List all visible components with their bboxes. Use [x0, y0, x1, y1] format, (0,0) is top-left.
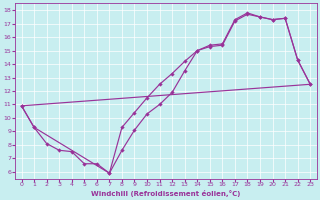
X-axis label: Windchill (Refroidissement éolien,°C): Windchill (Refroidissement éolien,°C)	[91, 190, 241, 197]
